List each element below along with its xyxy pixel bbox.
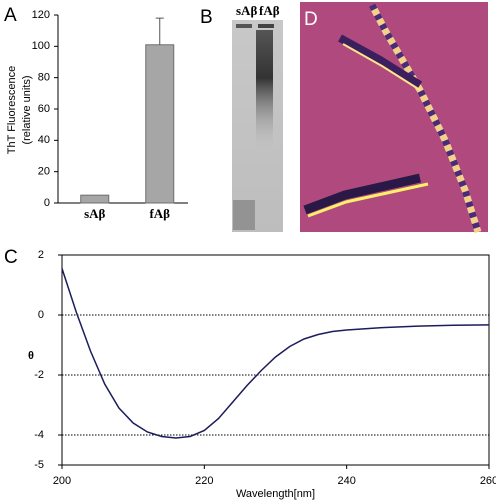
lane-label: sAβ	[236, 3, 257, 18]
y-tick-label: 80	[38, 72, 50, 84]
y-tick-label: -2	[34, 369, 44, 381]
x-tick-label: 220	[195, 475, 213, 487]
y-axis-label: (relative units)	[21, 75, 33, 144]
cd-curve	[61, 268, 490, 439]
bar	[145, 44, 175, 204]
gel-image	[232, 20, 283, 232]
lane-label: fAβ	[259, 3, 280, 18]
y-axis-label: θ	[28, 350, 34, 362]
y-tick-label: -4	[34, 429, 44, 441]
y-tick-label: 40	[38, 134, 50, 146]
panel-label: D	[304, 9, 318, 30]
x-tick-label: sAβ	[84, 206, 105, 221]
y-tick-label: 0	[38, 309, 44, 321]
bar	[80, 194, 110, 204]
y-tick-label: 60	[38, 103, 50, 115]
x-axis-label: Wavelength[nm]	[236, 488, 315, 500]
y-tick-label: 20	[38, 166, 50, 178]
y-tick-label: 120	[32, 9, 50, 21]
x-tick-label: 240	[337, 475, 355, 487]
y-tick-label: 100	[32, 40, 50, 52]
x-tick-label: fAβ	[149, 206, 170, 221]
x-tick-label: 200	[53, 475, 71, 487]
x-tick-label: 260	[480, 475, 496, 487]
y-tick-label: -5	[34, 459, 44, 471]
panel-label: C	[4, 247, 18, 268]
afm-image	[300, 2, 488, 234]
error-bar	[155, 17, 164, 45]
y-tick-label: 0	[44, 197, 50, 209]
panel-label: B	[200, 7, 213, 28]
y-tick-label: 2	[38, 249, 44, 261]
y-axis-label: ThT Fluorescence	[6, 66, 18, 154]
plot-frame	[61, 254, 490, 466]
panel-label: A	[4, 5, 17, 26]
